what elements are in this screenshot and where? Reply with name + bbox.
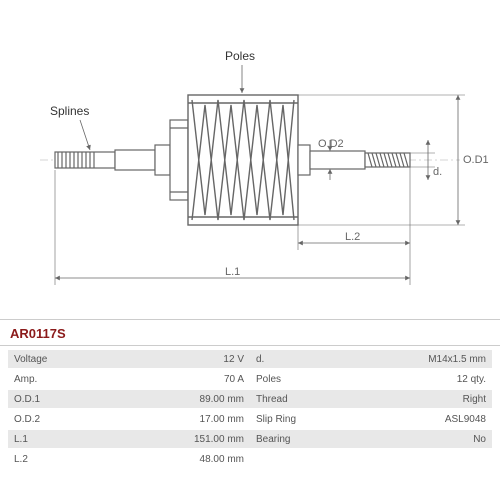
spec-row: L.1151.00 mm xyxy=(8,430,250,448)
spec-label: Voltage xyxy=(14,354,74,365)
spec-row: Slip RingASL9048 xyxy=(250,410,492,428)
part-number: AR0117S xyxy=(0,320,500,346)
spec-row: ThreadRight xyxy=(250,390,492,408)
spec-value: 89.00 mm xyxy=(74,394,244,405)
spec-label: Thread xyxy=(256,394,316,405)
spec-value: 70 A xyxy=(74,374,244,385)
spec-label: Bearing xyxy=(256,434,316,445)
od1-dim: O.D1 xyxy=(463,154,489,166)
spec-value: 151.00 mm xyxy=(74,434,244,445)
specs-table: Voltage12 VAmp.70 AO.D.189.00 mmO.D.217.… xyxy=(0,346,500,474)
spec-row: L.248.00 mm xyxy=(8,450,250,468)
spec-label: Amp. xyxy=(14,374,74,385)
l1-dim: L.1 xyxy=(225,266,240,278)
spec-label: O.D.1 xyxy=(14,394,74,405)
spec-row: Poles12 qty. xyxy=(250,370,492,388)
spec-row: Amp.70 A xyxy=(8,370,250,388)
spec-value: 12 V xyxy=(74,354,244,365)
poles-label: Poles xyxy=(225,49,255,63)
spec-row: d.M14x1.5 mm xyxy=(250,350,492,368)
rotor-diagram: Splines Poles O.D1 d. O.D2 L.2 L.1 xyxy=(0,0,500,320)
spec-label: O.D.2 xyxy=(14,414,74,425)
spec-label: d. xyxy=(256,354,316,365)
spec-row: BearingNo xyxy=(250,430,492,448)
d-dim: d. xyxy=(433,166,442,178)
spec-row: O.D.189.00 mm xyxy=(8,390,250,408)
spec-value: M14x1.5 mm xyxy=(316,354,486,365)
spec-label: Poles xyxy=(256,374,316,385)
splines-label: Splines xyxy=(50,104,89,118)
spec-value: 12 qty. xyxy=(316,374,486,385)
l2-dim: L.2 xyxy=(345,231,360,243)
od2-dim: O.D2 xyxy=(318,138,344,150)
specs-right-col: d.M14x1.5 mmPoles12 qty.ThreadRightSlip … xyxy=(250,350,492,470)
spec-value: No xyxy=(316,434,486,445)
specs-left-col: Voltage12 VAmp.70 AO.D.189.00 mmO.D.217.… xyxy=(8,350,250,470)
spec-label: Slip Ring xyxy=(256,414,316,425)
spec-value: ASL9048 xyxy=(316,414,486,425)
spec-label: L.2 xyxy=(14,454,74,465)
spec-row: Voltage12 V xyxy=(8,350,250,368)
spec-row: O.D.217.00 mm xyxy=(8,410,250,428)
spec-label: L.1 xyxy=(14,434,74,445)
spec-value: Right xyxy=(316,394,486,405)
spec-value: 48.00 mm xyxy=(74,454,244,465)
spec-value: 17.00 mm xyxy=(74,414,244,425)
